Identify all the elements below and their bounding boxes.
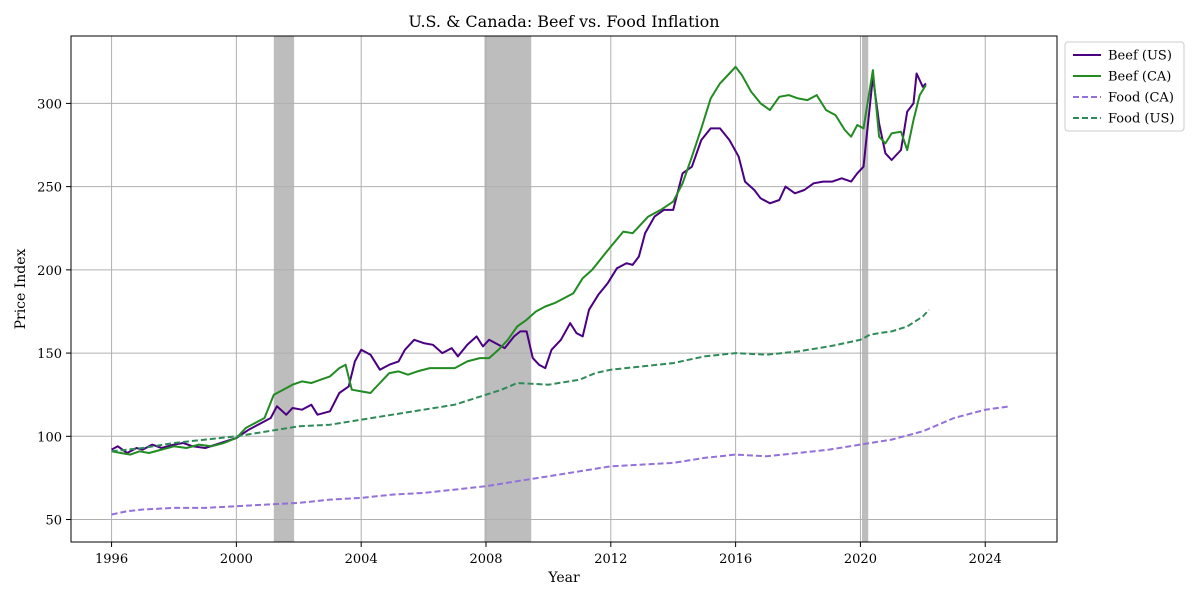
y-tick-label: 100	[37, 430, 62, 445]
legend-label-1: Beef (CA)	[1108, 70, 1171, 85]
series-lines	[111, 65, 1011, 516]
legend-label-0: Beef (US)	[1108, 49, 1172, 64]
y-axis-label: Price Index	[13, 248, 29, 329]
series-line-3	[111, 309, 930, 453]
y-axis-ticks: 50 100 150 200 250 300	[37, 97, 71, 529]
series-line-0	[111, 72, 927, 454]
recession-shading	[273, 36, 869, 542]
series-line-1	[111, 65, 927, 456]
x-tick-label: 2004	[345, 552, 378, 567]
x-tick-label: 1996	[95, 552, 128, 567]
x-tick-label: 2016	[719, 552, 752, 567]
recession-band	[861, 36, 869, 542]
plot-area-frame	[70, 35, 1058, 543]
grid-lines	[71, 36, 1057, 542]
legend-label-3: Food (US)	[1108, 112, 1174, 127]
x-axis-ticks: 1996 2000 2004 2008 2012 2016 2020 2024	[95, 542, 1002, 567]
series-line-2	[111, 405, 1011, 516]
x-tick-label: 2024	[969, 552, 1002, 567]
x-tick-label: 2020	[844, 552, 877, 567]
y-tick-label: 300	[37, 97, 62, 112]
chart-title: U.S. & Canada: Beef vs. Food Inflation	[408, 12, 719, 31]
y-tick-label: 250	[37, 181, 62, 196]
y-tick-label: 50	[45, 514, 62, 529]
recession-band	[273, 36, 295, 542]
recession-band	[484, 36, 532, 542]
legend-label-2: Food (CA)	[1108, 91, 1174, 106]
x-tick-label: 2008	[469, 552, 502, 567]
legend-box	[1064, 41, 1185, 132]
y-tick-label: 200	[37, 264, 62, 279]
y-tick-label: 150	[37, 347, 62, 362]
x-tick-label: 2000	[220, 552, 253, 567]
x-tick-label: 2012	[594, 552, 627, 567]
legend: Beef (US) Beef (CA) Food (CA) Food (US)	[1064, 41, 1185, 132]
x-axis-label: Year	[547, 570, 580, 586]
